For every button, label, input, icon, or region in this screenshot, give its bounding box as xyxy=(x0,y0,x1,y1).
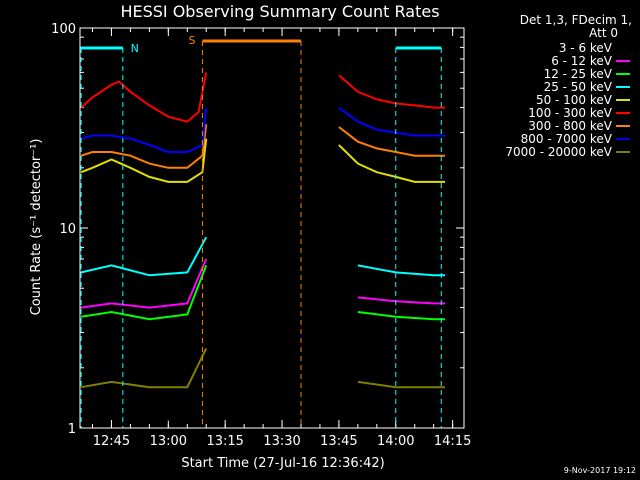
legend-label: 800 - 7000 keV xyxy=(521,132,613,146)
legend-label: 25 - 50 keV xyxy=(544,80,613,94)
x-axis-label: Start Time (27-Jul-16 12:36:42) xyxy=(181,456,384,471)
series-line xyxy=(80,124,208,169)
x-tick-label: 13:30 xyxy=(263,434,300,449)
series-line xyxy=(357,296,445,305)
legend-label: 7000 - 20000 keV xyxy=(505,145,612,159)
night-annotation: N xyxy=(131,42,139,55)
series-line xyxy=(80,265,208,321)
footer-date: 9-Nov-2017 19:12 xyxy=(564,466,636,475)
legend-label: 3 - 6 keV xyxy=(559,41,613,55)
legend-header-1: Det 1,3, FDecim 1, xyxy=(520,13,632,27)
legend-label: 100 - 300 keV xyxy=(528,106,612,120)
x-tick-label: 13:45 xyxy=(320,434,357,449)
legend-header-2: Att 0 xyxy=(589,26,618,40)
chart-title: HESSI Observing Summary Count Rates xyxy=(120,2,439,21)
x-tick-label: 13:15 xyxy=(206,434,243,449)
saa-annotation: S xyxy=(188,34,195,47)
y-axis-label: Count Rate (s⁻¹ detector⁻¹) xyxy=(29,139,44,316)
series-line xyxy=(80,107,208,153)
series-line xyxy=(357,380,445,389)
x-tick-label: 12:45 xyxy=(93,434,130,449)
legend-label: 300 - 800 keV xyxy=(528,119,612,133)
legend-label: 6 - 12 keV xyxy=(551,54,613,68)
series-line xyxy=(357,311,445,321)
x-tick-label: 14:15 xyxy=(434,434,471,449)
series-line xyxy=(80,392,208,421)
legend-label: 50 - 100 keV xyxy=(536,93,613,107)
series-line xyxy=(80,347,208,389)
plot-frame xyxy=(79,27,465,429)
x-tick-label: 13:00 xyxy=(150,434,187,449)
series-line xyxy=(80,138,208,183)
legend-label: 12 - 25 keV xyxy=(544,67,613,81)
plot-area: NS xyxy=(80,27,464,429)
y-tick-label: 1 xyxy=(68,422,76,437)
y-tick-label: 100 xyxy=(51,22,76,37)
series-line xyxy=(80,258,208,309)
series-line xyxy=(357,264,445,277)
y-tick-label: 10 xyxy=(59,222,76,237)
series-line xyxy=(80,236,208,277)
x-tick-label: 14:00 xyxy=(377,434,414,449)
series-line xyxy=(80,72,208,123)
